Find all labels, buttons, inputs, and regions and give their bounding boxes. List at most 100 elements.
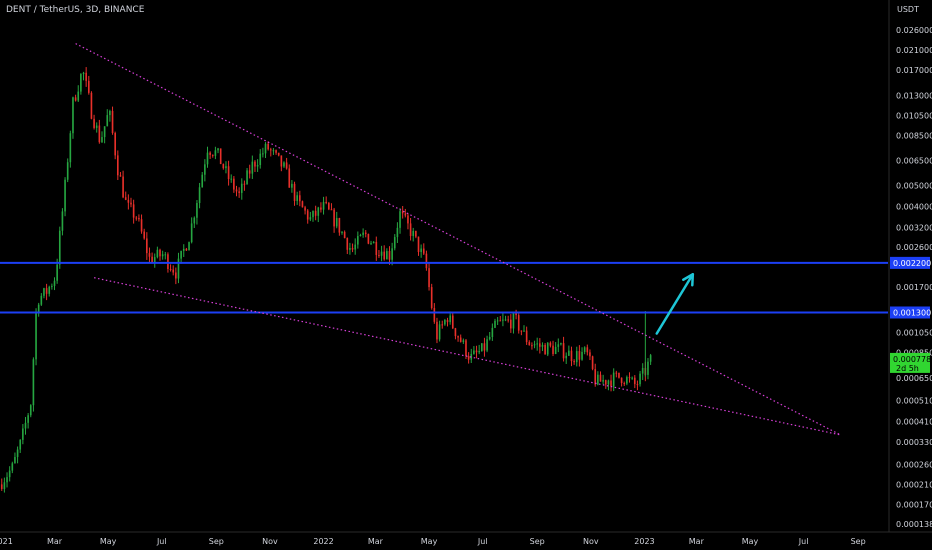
arrow-layer — [655, 273, 695, 335]
candle-body — [277, 152, 280, 156]
candle-body — [599, 374, 602, 382]
candle-body — [111, 110, 114, 133]
level-price-label: 0.002200 — [893, 259, 931, 268]
candle-body — [225, 166, 227, 169]
candle-body — [222, 164, 225, 169]
candle-body — [623, 383, 626, 385]
arrow-icon[interactable] — [655, 273, 695, 335]
time-tick-label: Nov — [262, 537, 278, 546]
candle-body — [288, 168, 291, 188]
candle-body — [182, 248, 185, 251]
candle-body — [359, 234, 362, 237]
candle-body — [267, 143, 269, 150]
candle-body — [436, 321, 438, 340]
candle-body — [198, 187, 201, 204]
price-tick-label: 0.000210 — [896, 480, 932, 489]
candle-body — [306, 210, 309, 220]
candle-body — [557, 344, 560, 347]
candle-body — [72, 97, 74, 134]
candle-body — [19, 439, 22, 450]
candle-body — [190, 223, 193, 243]
time-tick-label: Mar — [689, 537, 705, 546]
candle-body — [425, 253, 428, 269]
time-tick-label: 2022 — [313, 537, 333, 546]
candle-body — [494, 320, 496, 328]
price-tick-label: 0.006500 — [896, 157, 932, 166]
last-price-label: 0.000778 — [893, 355, 931, 364]
candle-body — [196, 203, 198, 218]
price-tick-label: 0.000650 — [896, 374, 932, 383]
candle-body — [66, 162, 69, 180]
candle-body — [607, 380, 610, 385]
candle-body — [48, 286, 51, 294]
candle-body — [473, 350, 475, 354]
candle-body — [188, 242, 190, 251]
candle-body — [304, 207, 306, 211]
price-tick-label: 0.013000 — [896, 91, 932, 100]
symbol-title[interactable]: DENT / TetherUS, 3D, BINANCE — [6, 5, 145, 15]
price-tick-label: 0.005000 — [896, 181, 932, 190]
candle-body — [143, 231, 146, 239]
candle-body — [98, 125, 101, 143]
candle-body — [251, 161, 254, 174]
candle-body — [531, 345, 533, 347]
price-tick-label: 0.000138 — [896, 520, 932, 529]
price-tick-label: 0.001050 — [896, 329, 932, 338]
price-tick-label: 0.026000 — [896, 26, 932, 35]
level-price-badge — [890, 306, 930, 319]
candle-body — [87, 80, 90, 93]
candle-body — [159, 249, 161, 257]
candle-body — [16, 449, 19, 458]
candle-body — [53, 280, 56, 286]
candle-body — [430, 287, 433, 309]
candle-body — [415, 230, 417, 237]
candle-body — [330, 209, 333, 211]
candle-body — [106, 115, 109, 127]
candle-body — [122, 176, 124, 198]
time-axis[interactable]: 2021 Mar May Jul Sep Nov 2022 Mar May Jul Sep Nov 20… — [0, 531, 932, 546]
candle-body — [90, 92, 93, 119]
candle-body — [375, 241, 378, 255]
candle-body — [235, 189, 238, 192]
candle-body — [528, 342, 531, 346]
candle-body — [641, 367, 644, 374]
candle-body — [612, 372, 615, 387]
candle-body — [185, 248, 188, 251]
candle-body — [151, 256, 153, 263]
price-tick-label: 0.000510 — [896, 397, 932, 406]
candle-body — [351, 248, 354, 250]
candle-body — [61, 211, 64, 231]
candle-body — [335, 218, 338, 227]
trendline[interactable] — [93, 277, 841, 436]
candle-body — [597, 374, 599, 385]
candle-body — [156, 249, 159, 258]
candle-body — [438, 324, 441, 340]
candle-body — [510, 319, 512, 329]
candle-body — [475, 350, 478, 353]
candle-body — [161, 254, 164, 257]
price-tick-label: 0.000170 — [896, 500, 932, 509]
candle-body — [631, 377, 633, 379]
price-axis[interactable]: 0.026000 0.021000 0.017000 0.013000 0.010500… — [888, 0, 932, 532]
candle-body — [604, 380, 607, 385]
candle-body — [341, 231, 343, 233]
candle-body — [209, 152, 211, 155]
candle-body — [283, 162, 285, 167]
candle-body — [586, 347, 589, 353]
candle-body — [362, 232, 364, 235]
candle-body — [570, 350, 573, 362]
candle-body — [217, 148, 219, 151]
candle-body — [449, 315, 451, 323]
candle-body — [523, 330, 525, 332]
candle-body — [512, 313, 515, 329]
candle-body — [462, 340, 465, 342]
candle-body — [560, 343, 562, 345]
candle-body — [193, 217, 196, 224]
candle-body — [533, 344, 536, 346]
candle-body — [544, 344, 546, 355]
candle-body — [364, 232, 367, 234]
candle-body — [367, 233, 370, 244]
candle-body — [539, 343, 541, 347]
